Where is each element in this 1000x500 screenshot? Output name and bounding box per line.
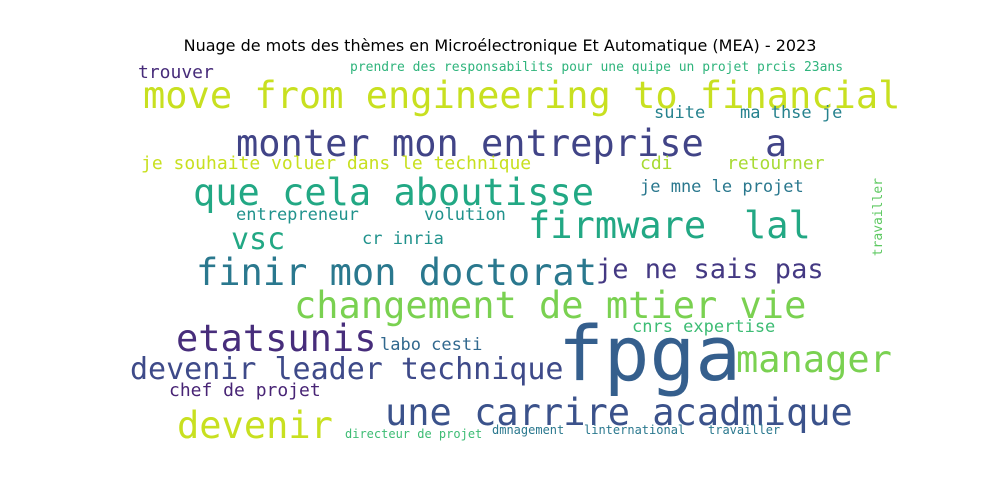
word-34: travailler: [708, 423, 781, 437]
word-26: manager: [736, 338, 892, 381]
word-1: prendre des responsabilits pour une quip…: [350, 60, 844, 75]
word-2: move from engineering to financial: [143, 74, 901, 117]
word-12: travailler: [871, 178, 886, 257]
word-28: chef de projet: [169, 380, 321, 401]
word-13: entrepreneur: [236, 205, 359, 225]
word-27: devenir leader technique: [130, 352, 564, 387]
word-10: que cela aboutisse: [193, 171, 594, 214]
word-21: changement de mtier vie: [294, 284, 807, 327]
word-25: fpga: [558, 309, 742, 398]
word-7: je souhaite voluer dans le technique: [141, 153, 532, 174]
word-5: monter mon entreprise: [236, 122, 704, 165]
word-8: cdi: [640, 153, 673, 174]
word-22: cnrs expertise: [632, 317, 776, 337]
word-15: firmware: [528, 204, 707, 247]
word-33: linternational: [584, 423, 686, 437]
word-14: volution: [424, 205, 506, 225]
word-29: une carrire acadmique: [385, 391, 853, 434]
word-6: a: [765, 122, 788, 165]
word-0: trouver: [138, 62, 214, 83]
word-3: suite: [654, 103, 706, 123]
word-11: je mne le projet: [640, 177, 804, 197]
word-9: retourner: [727, 153, 825, 174]
word-24: labo cesti: [380, 335, 483, 355]
word-16: lal: [744, 204, 811, 247]
word-19: finir mon doctorat: [196, 251, 597, 294]
word-31: directeur de projet: [345, 427, 483, 441]
word-18: cr inria: [362, 229, 444, 249]
word-32: dmnagement: [492, 423, 565, 437]
word-4: ma thse je: [740, 103, 843, 123]
chart-title: Nuage de mots des thèmes en Microélectro…: [183, 36, 817, 55]
word-20: je ne sais pas: [596, 254, 824, 285]
word-17: vsc: [231, 222, 286, 257]
word-23: etatsunis: [176, 317, 377, 360]
word-30: devenir: [177, 404, 333, 447]
